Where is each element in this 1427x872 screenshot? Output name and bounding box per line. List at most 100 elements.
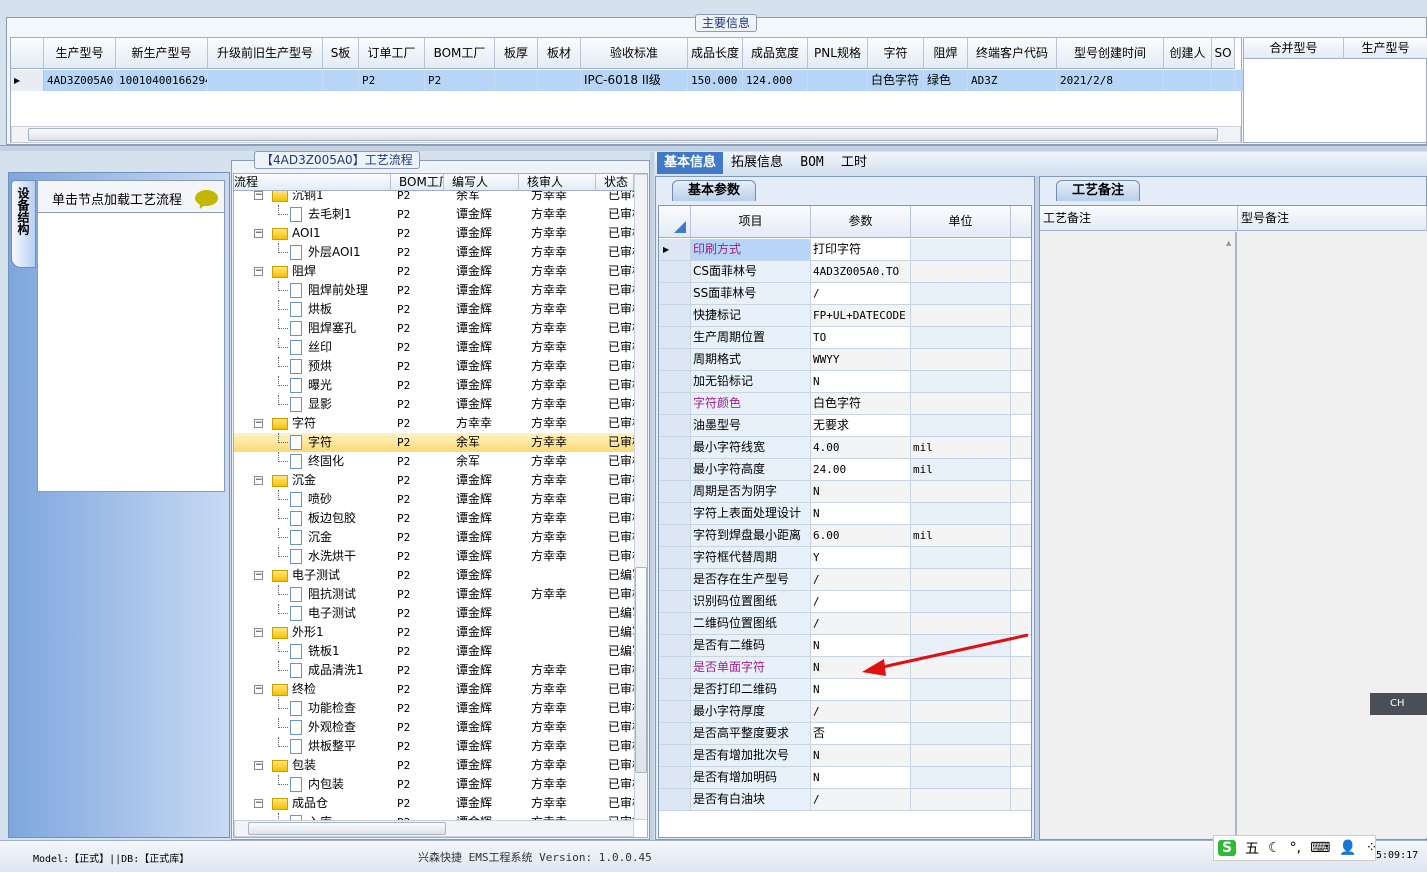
tree-cell[interactable]: 方幸幸 xyxy=(531,739,568,753)
main-cell[interactable] xyxy=(538,70,581,91)
collapse-toggle-icon[interactable]: − xyxy=(254,475,263,485)
col-header-unit[interactable]: 单位 xyxy=(911,206,1011,238)
tree-cell[interactable]: 方幸幸 xyxy=(531,511,568,525)
param-unit[interactable] xyxy=(911,723,1011,744)
tree-node[interactable]: 铣板1 xyxy=(234,642,391,661)
param-value[interactable]: 4.00 xyxy=(811,437,911,458)
param-row[interactable]: 油墨型号 无要求 xyxy=(659,415,1031,437)
tree-cell[interactable]: P2 xyxy=(397,740,411,753)
tree-cell[interactable]: P2 xyxy=(397,645,411,658)
tree-cell[interactable]: P2 xyxy=(397,797,411,810)
scrollbar-thumb[interactable] xyxy=(248,822,446,835)
param-row[interactable]: 识别码位置图纸 / xyxy=(659,591,1031,613)
tree-node[interactable]: − 字符 xyxy=(234,414,391,433)
main-col-header[interactable]: 字符 xyxy=(868,38,924,69)
tree-cell[interactable]: 谭金辉 xyxy=(456,397,493,411)
param-value[interactable]: N xyxy=(811,503,911,524)
main-col-header[interactable]: 生产型号 xyxy=(44,38,116,69)
col-header-item[interactable]: 项目 xyxy=(691,206,811,238)
tree-cell[interactable]: P2 xyxy=(397,284,411,297)
row-header[interactable] xyxy=(659,635,691,656)
row-header[interactable] xyxy=(659,393,691,414)
row-header[interactable]: ▶ xyxy=(659,239,691,260)
row-header[interactable] xyxy=(659,569,691,590)
splitter-horizontal[interactable] xyxy=(0,145,1427,151)
user-icon[interactable]: 👤 xyxy=(1339,840,1357,856)
col-header-model-notes[interactable]: 型号备注 xyxy=(1238,206,1427,231)
tree-row[interactable]: − 成品仓 P2 谭金辉 方幸幸 已审核 xyxy=(234,794,634,813)
tree-row[interactable]: 外层AOI1 P2 谭金辉 方幸幸 已审核 xyxy=(234,243,634,262)
main-cell[interactable]: P2 xyxy=(425,70,495,91)
tree-cell[interactable]: 余军 xyxy=(456,435,481,449)
main-cell[interactable]: 白色字符 xyxy=(868,70,924,91)
tree-cell[interactable]: 方幸幸 xyxy=(531,530,568,544)
tree-node[interactable]: 预烘 xyxy=(234,357,391,376)
row-header[interactable] xyxy=(659,657,691,678)
tree-cell[interactable]: 已审核 xyxy=(608,283,634,297)
main-col-header[interactable]: 成品长度 xyxy=(688,38,743,69)
param-row[interactable]: 周期是否为阴字 N xyxy=(659,481,1031,503)
tree-node[interactable]: − 沉铜1 xyxy=(234,191,391,205)
punctuation-icon[interactable]: °, xyxy=(1289,840,1302,856)
param-row[interactable]: 字符上表面处理设计 N xyxy=(659,503,1031,525)
tree-cell[interactable]: 已审核 xyxy=(608,739,634,753)
tree-cell[interactable]: P2 xyxy=(397,455,411,468)
tree-cell[interactable]: P2 xyxy=(397,493,411,506)
tree-cell[interactable]: 方幸幸 xyxy=(531,492,568,506)
tree-cell[interactable]: P2 xyxy=(397,303,411,316)
tree-node-label[interactable]: 阻焊 xyxy=(292,264,317,278)
tree-row[interactable]: − 沉铜1 P2 余军 方幸幸 已审核 xyxy=(234,191,634,205)
row-header[interactable] xyxy=(659,613,691,634)
tree-cell[interactable]: 谭金辉 xyxy=(456,264,493,278)
tree-cell[interactable]: P2 xyxy=(397,683,411,696)
tree-node[interactable]: 字符 xyxy=(234,433,391,452)
row-header[interactable] xyxy=(659,547,691,568)
row-header[interactable] xyxy=(659,305,691,326)
flow-col-header[interactable]: 核审人 xyxy=(519,174,596,191)
main-cell[interactable]: 2021/2/8 xyxy=(1057,70,1164,91)
tree-row[interactable]: − 终检 P2 谭金辉 方幸幸 已审核 xyxy=(234,680,634,699)
tree-cell[interactable]: 谭金辉 xyxy=(456,568,493,582)
tree-cell[interactable]: 已审核 xyxy=(608,492,634,506)
tree-node-label[interactable]: 包装 xyxy=(292,758,317,772)
tree-row[interactable]: 喷砂 P2 谭金辉 方幸幸 已审核 xyxy=(234,490,634,509)
tree-cell[interactable]: 谭金辉 xyxy=(456,473,493,487)
tree-row[interactable]: 阻焊塞孔 P2 谭金辉 方幸幸 已审核 xyxy=(234,319,634,338)
tree-node-label[interactable]: 显影 xyxy=(308,397,333,411)
tree-cell[interactable]: 方幸幸 xyxy=(531,720,568,734)
main-cell[interactable]: AD3Z xyxy=(968,70,1057,91)
tree-cell[interactable]: 谭金辉 xyxy=(456,644,493,658)
param-unit[interactable]: mil xyxy=(911,525,1011,546)
col-header-process-notes[interactable]: 工艺备注 xyxy=(1040,206,1238,231)
param-unit[interactable] xyxy=(911,327,1011,348)
row-header[interactable] xyxy=(659,459,691,480)
tree-cell[interactable]: 谭金辉 xyxy=(456,758,493,772)
param-value[interactable]: N xyxy=(811,767,911,788)
param-row[interactable]: 是否有增加批次号 N xyxy=(659,745,1031,767)
tree-cell[interactable]: 方幸幸 xyxy=(531,245,568,259)
main-cell[interactable]: 10010400166294 xyxy=(116,70,208,91)
grid-icon[interactable]: ⁘ xyxy=(1365,840,1378,856)
param-row[interactable]: 是否打印二维码 N xyxy=(659,679,1031,701)
tree-cell[interactable]: 方幸幸 xyxy=(531,587,568,601)
main-col-header[interactable]: 阻焊 xyxy=(924,38,968,69)
tree-cell[interactable]: 已审核 xyxy=(608,454,634,468)
tree-cell[interactable]: 谭金辉 xyxy=(456,340,493,354)
main-cell[interactable]: 150.000 xyxy=(688,70,743,91)
param-row[interactable]: CS面菲林号 4AD3Z005A0.TO xyxy=(659,261,1031,283)
main-col-header[interactable]: 订单工厂 xyxy=(359,38,425,69)
tree-cell[interactable]: P2 xyxy=(397,436,411,449)
tree-node[interactable]: 水洗烘干 xyxy=(234,547,391,566)
tree-cell[interactable]: P2 xyxy=(397,702,411,715)
row-header[interactable] xyxy=(659,371,691,392)
ime-mode[interactable]: 五 xyxy=(1245,841,1260,857)
tree-row[interactable]: 阻焊前处理 P2 谭金辉 方幸幸 已审核 xyxy=(234,281,634,300)
tree-cell[interactable]: 已审核 xyxy=(608,435,634,449)
tree-node-label[interactable]: 铣板1 xyxy=(308,644,340,658)
param-value[interactable]: 无要求 xyxy=(811,415,911,436)
param-unit[interactable] xyxy=(911,283,1011,304)
flow-col-header[interactable]: 流程 xyxy=(234,174,391,191)
tree-row[interactable]: 阻抗测试 P2 谭金辉 方幸幸 已审核 xyxy=(234,585,634,604)
param-row[interactable]: 周期格式 WWYY xyxy=(659,349,1031,371)
param-row[interactable]: 快捷标记 FP+UL+DATECODE xyxy=(659,305,1031,327)
